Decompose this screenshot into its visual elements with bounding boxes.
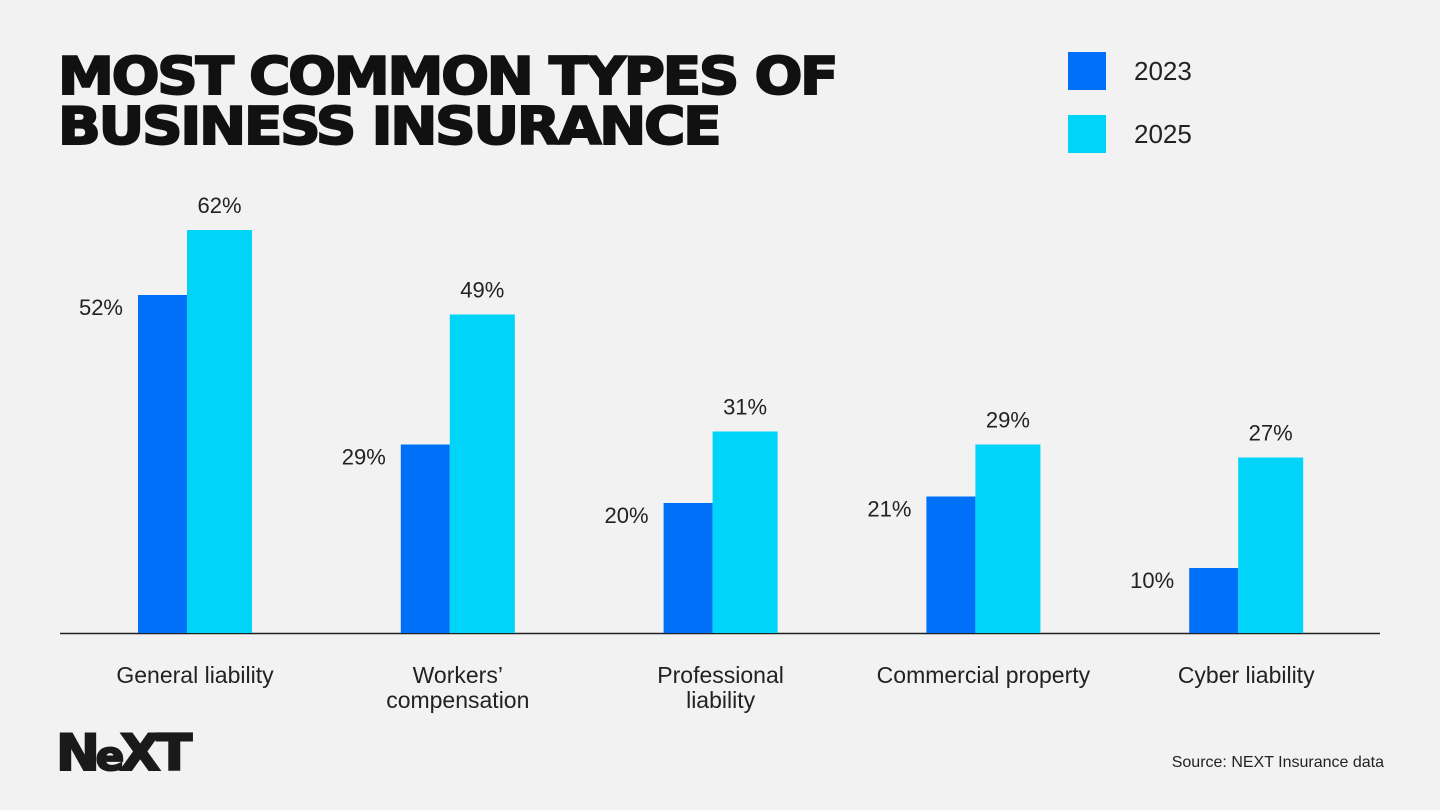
source-note: Source: NEXT Insurance data — [1171, 754, 1384, 771]
bar-2023 — [1189, 568, 1239, 633]
bar-2025 — [449, 314, 515, 633]
bar-2023 — [400, 444, 450, 633]
category-label: General liability — [116, 662, 274, 688]
title-line-2: BUSINESS INSURANCE — [57, 97, 723, 157]
data-label-2025: 31% — [723, 395, 767, 420]
bar-2025 — [187, 230, 252, 633]
legend-swatch — [1068, 52, 1106, 90]
next-logo: NeXT — [55, 724, 193, 782]
category-label: Commercial property — [877, 662, 1091, 688]
bar-2025 — [1238, 457, 1304, 633]
legend-label: 2023 — [1134, 55, 1192, 86]
legend-item-2023: 2023 — [1068, 52, 1192, 90]
bar-2025 — [975, 444, 1041, 633]
data-label-2025: 49% — [460, 278, 504, 303]
data-label-2025: 62% — [197, 193, 241, 218]
data-label-2025: 27% — [1249, 421, 1293, 446]
category-label: Professional — [657, 662, 784, 688]
data-label-2023: 29% — [342, 445, 386, 470]
title-line-1: MOST COMMON TYPES OF — [57, 47, 840, 107]
category-label: Cyber liability — [1178, 662, 1315, 688]
legend-item-2025: 2025 — [1068, 115, 1192, 153]
bar-2023 — [926, 496, 976, 633]
chart-title: MOST COMMON TYPES OF BUSINESS INSURANCE — [57, 47, 840, 157]
category-label: liability — [686, 687, 756, 713]
data-label-2023: 52% — [79, 295, 123, 320]
legend-label: 2025 — [1134, 118, 1192, 149]
data-label-2023: 10% — [1130, 568, 1174, 593]
category-label: compensation — [386, 687, 529, 713]
data-label-2023: 21% — [867, 497, 911, 522]
bar-2023 — [663, 503, 713, 633]
data-label-2025: 29% — [986, 408, 1030, 433]
bar-2023 — [138, 295, 187, 633]
category-label: Workers’ — [413, 662, 503, 688]
data-label-2023: 20% — [605, 503, 649, 528]
legend-swatch — [1068, 115, 1106, 153]
bar-2025 — [712, 431, 778, 633]
